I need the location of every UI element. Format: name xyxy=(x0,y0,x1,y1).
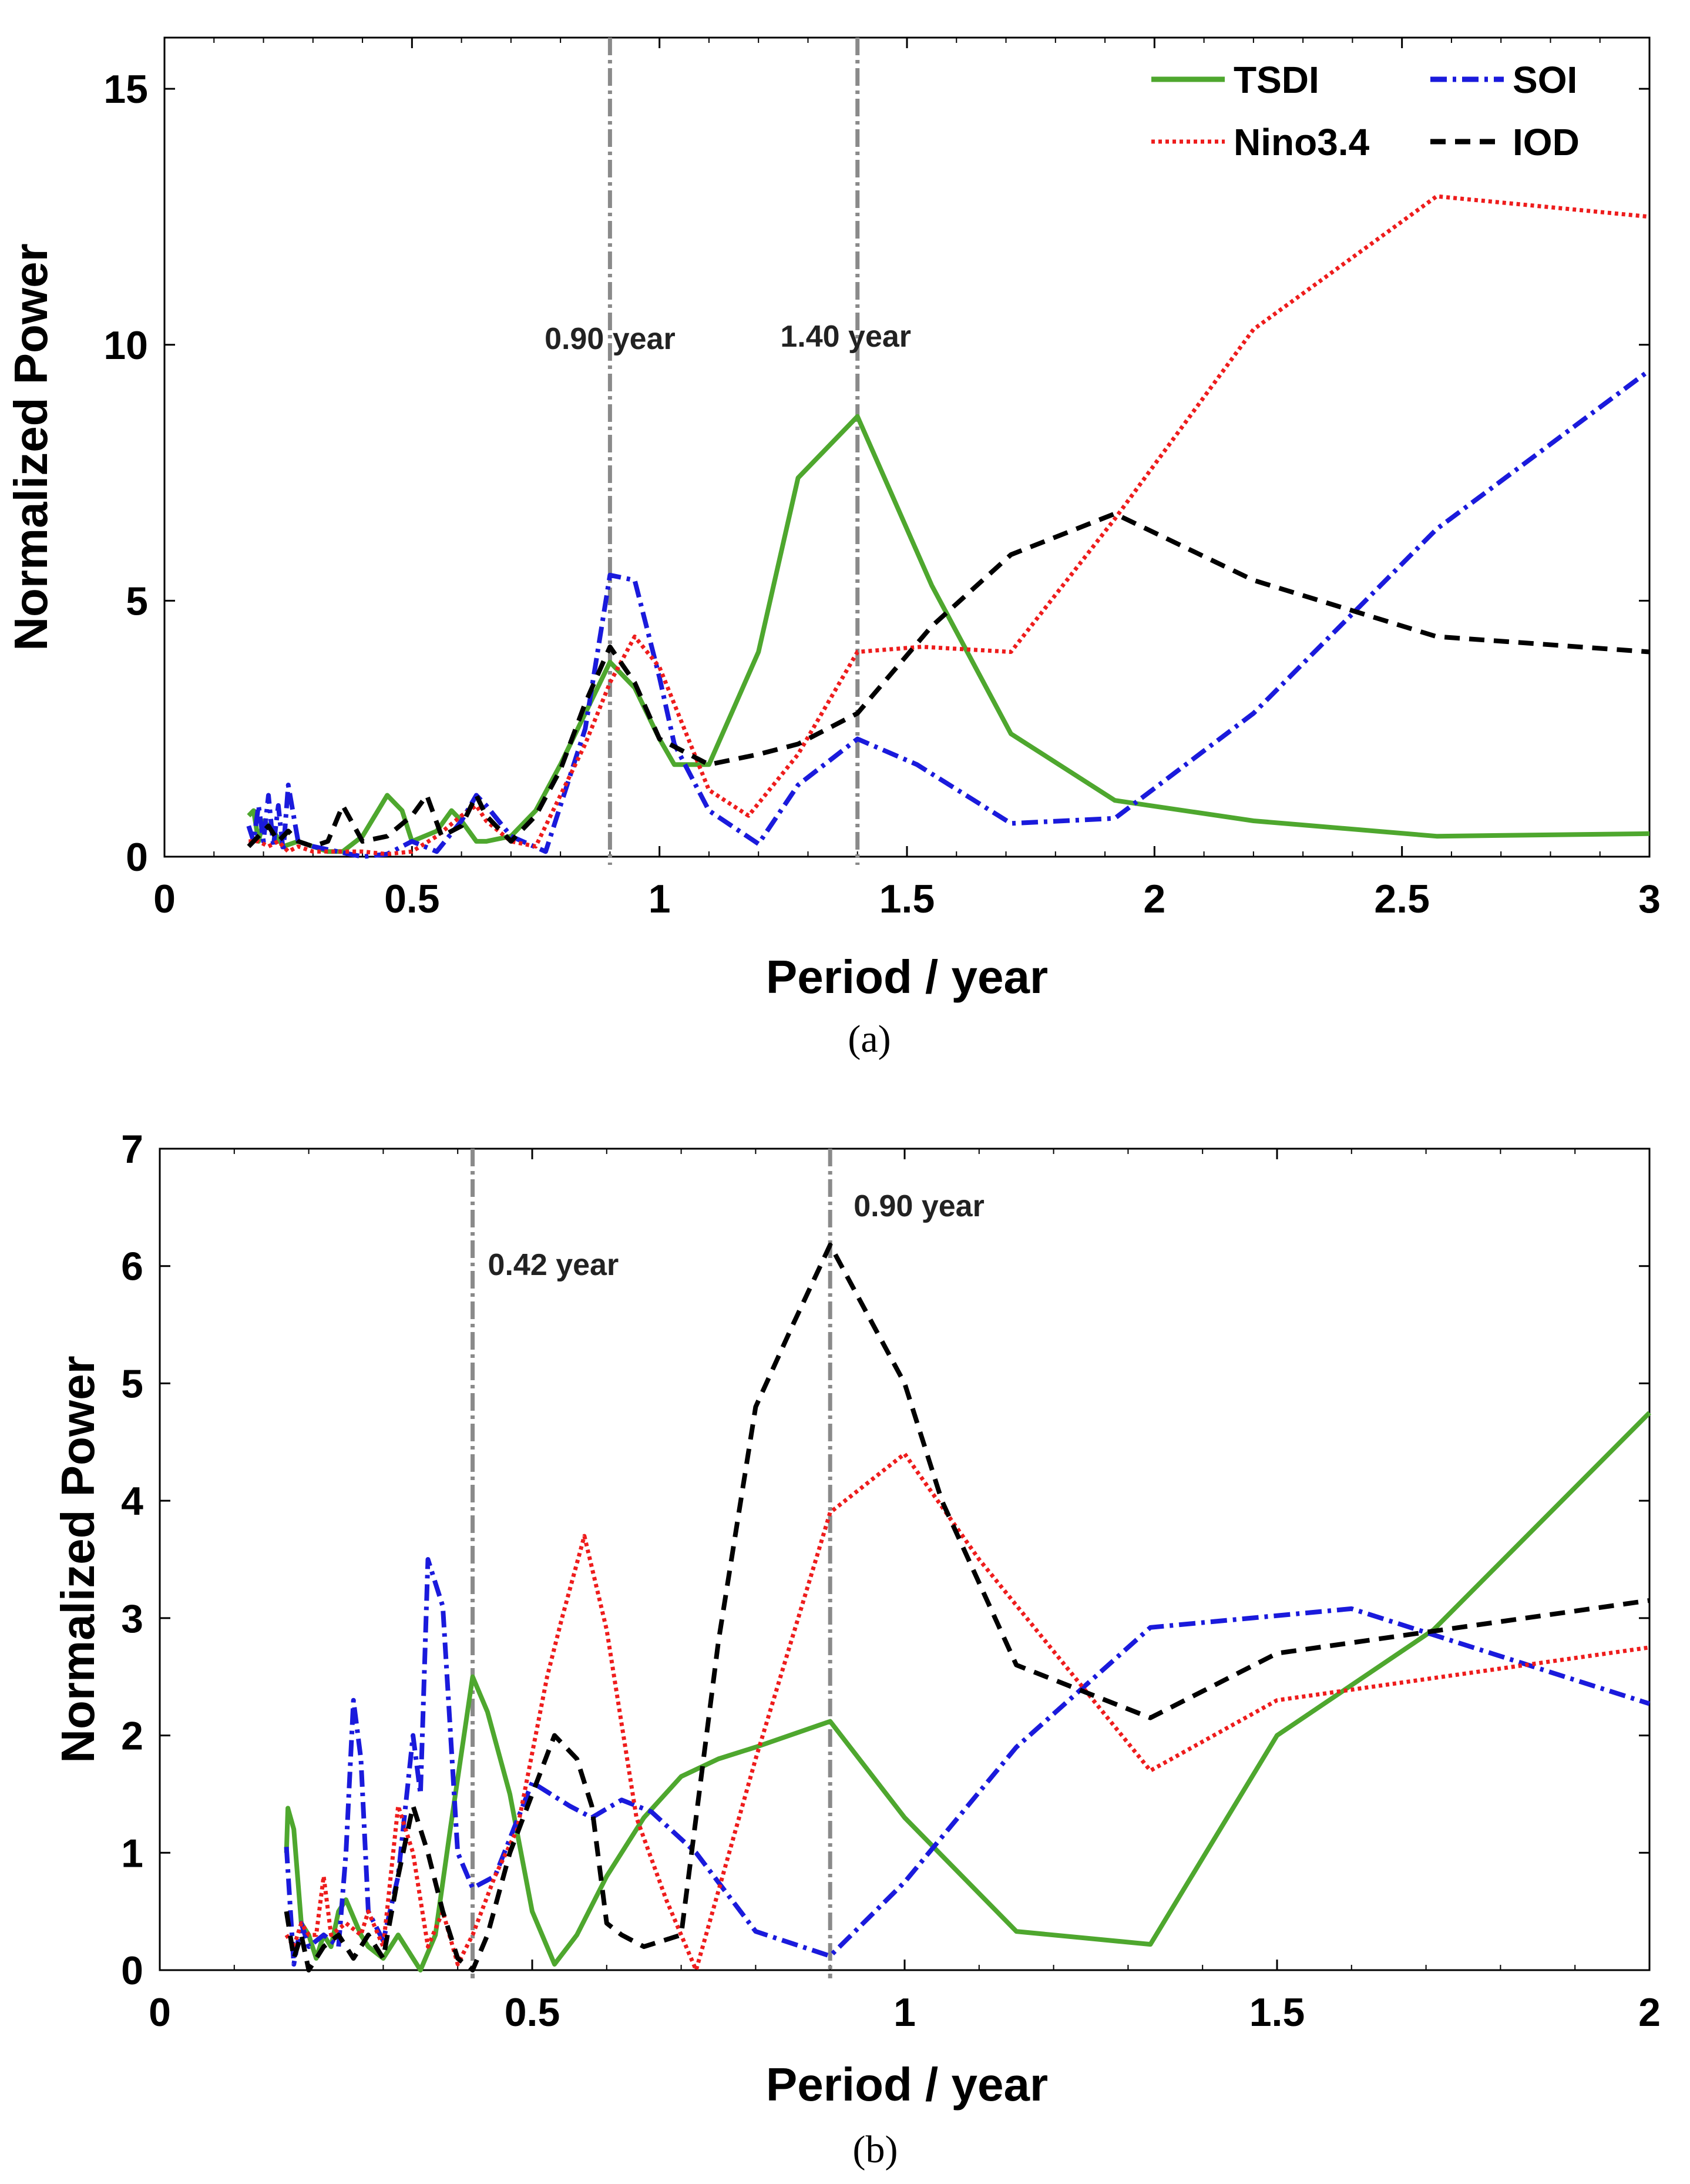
series-line-nino34 xyxy=(284,1451,1650,1972)
plot-area xyxy=(163,36,1651,858)
x-tick-label: 1 xyxy=(649,877,671,921)
reference-line-labels: 0.90 year 1.40 year xyxy=(545,320,911,356)
x-tick-label: 0.5 xyxy=(505,1990,560,2035)
x-tick-label: 2 xyxy=(1638,1990,1661,2035)
y-tick-label: 5 xyxy=(126,579,148,623)
y-tick-label: 15 xyxy=(103,67,148,112)
y-tick-labels: 0 1 2 3 4 5 6 7 xyxy=(121,1127,143,1993)
reference-line-label: 0.90 year xyxy=(545,322,676,356)
y-tick-label: 10 xyxy=(103,323,148,368)
series-line-soi xyxy=(246,368,1651,859)
x-tick-label: 2 xyxy=(1143,877,1165,921)
y-tick-labels: 0 5 10 15 xyxy=(103,67,148,880)
y-tick-label: 0 xyxy=(121,1948,143,1993)
y-axis-label: Normalized Power xyxy=(5,243,57,651)
legend-label-iod: IOD xyxy=(1513,121,1580,163)
reference-line-label: 0.42 year xyxy=(488,1248,619,1282)
series-line-soi xyxy=(284,1557,1651,1967)
legend-label-nino34: Nino3.4 xyxy=(1234,121,1370,163)
x-tick-labels: 0 0.5 1 1.5 2 2.5 3 xyxy=(153,877,1661,921)
x-tick-labels: 0 0.5 1 1.5 2 xyxy=(149,1990,1661,2035)
x-tick-label: 1.5 xyxy=(879,877,935,921)
y-tick-label: 1 xyxy=(121,1831,143,1876)
series-line-nino34 xyxy=(248,194,1650,857)
y-tick-label: 2 xyxy=(121,1714,143,1759)
series-line-iod xyxy=(284,1242,1650,1972)
x-axis-label: Period / year xyxy=(766,2058,1048,2111)
y-tick-label: 0 xyxy=(126,835,148,880)
data-series xyxy=(284,1242,1651,1972)
y-tick-label: 3 xyxy=(121,1596,143,1641)
x-tick-label: 1.5 xyxy=(1249,1990,1305,2035)
x-tick-label: 2.5 xyxy=(1374,877,1430,921)
y-tick-label: 4 xyxy=(121,1479,143,1524)
plot-area xyxy=(159,1148,1651,1971)
chart-panel-b: 0 0.5 1 1.5 2 0 1 2 3 4 5 6 7 0.42 year 0.90 year Pe… xyxy=(52,1127,1661,2171)
panel-caption: (a) xyxy=(848,1018,891,1061)
legend-label-soi: SOI xyxy=(1513,59,1577,101)
x-tick-label: 0 xyxy=(153,877,176,921)
x-tick-label: 1 xyxy=(893,1990,916,2035)
y-tick-label: 6 xyxy=(121,1244,143,1289)
x-tick-label: 3 xyxy=(1638,877,1661,921)
x-axis-label: Period / year xyxy=(766,951,1048,1003)
axis-ticks xyxy=(163,38,1651,858)
legend: TSDI SOI Nino3.4 IOD xyxy=(1151,59,1580,163)
x-tick-label: 0.5 xyxy=(384,877,440,921)
reference-line-label: 1.40 year xyxy=(780,320,911,354)
reference-lines xyxy=(607,38,860,865)
y-tick-label: 7 xyxy=(121,1127,143,1172)
series-line-tsdi xyxy=(284,1411,1651,1972)
legend-label-tsdi: TSDI xyxy=(1234,59,1319,101)
y-axis-label: Normalized Power xyxy=(52,1356,104,1763)
series-line-iod xyxy=(247,511,1650,849)
x-tick-label: 0 xyxy=(149,1990,171,2035)
reference-line-labels: 0.42 year 0.90 year xyxy=(488,1189,985,1282)
y-tick-label: 5 xyxy=(121,1361,143,1406)
reference-lines xyxy=(471,1149,832,1978)
reference-line-label: 0.90 year xyxy=(854,1189,985,1223)
data-series xyxy=(246,194,1651,859)
panel-caption: (b) xyxy=(853,2128,898,2171)
